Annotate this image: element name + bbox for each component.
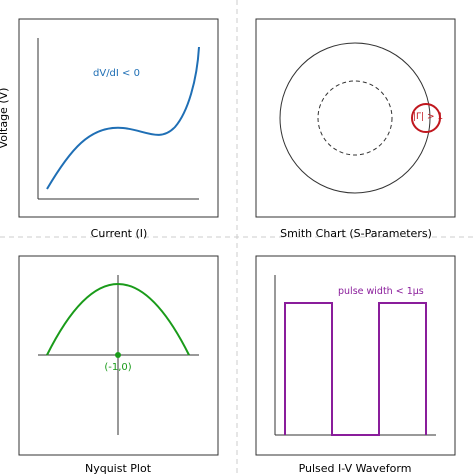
critical-point: [115, 352, 121, 358]
nyquist-curve: [46, 283, 190, 356]
critical-point-label: (-1,0): [104, 362, 131, 373]
reflection-marker: [411, 103, 441, 133]
panel-pulsed-waveform: pulse width < 1μs Pulsed I-V Waveform: [255, 255, 456, 474]
x-axis-label: Pulsed I-V Waveform: [299, 462, 412, 474]
x-axis-label: Current (I): [91, 227, 148, 240]
panel-nyquist: (-1,0) Nyquist Plot: [18, 255, 219, 474]
pulse-width-annotation: pulse width < 1μs: [338, 286, 424, 297]
inner-dashed-circle: [317, 80, 393, 156]
y-axis-label: Voltage (V): [0, 88, 10, 149]
x-axis-label: Smith Chart (S-Parameters): [280, 227, 432, 240]
unit-circle: [279, 42, 431, 194]
panel-smith-chart: |Γ| > 1 Smith Chart (S-Parameters): [255, 18, 456, 240]
panel-frame: [255, 18, 456, 218]
negative-resistance-annotation: dV/dI < 0: [93, 68, 140, 79]
negative-resistance-curve: [46, 46, 200, 190]
panel-frame: [18, 18, 219, 218]
x-axis-label: Nyquist Plot: [85, 462, 152, 474]
pulse-waveform: [284, 302, 427, 436]
reflection-annotation: |Γ| > 1: [413, 112, 443, 122]
panel-frame: [255, 255, 456, 456]
panel-frame: [18, 255, 219, 456]
panel-iv-curve: dV/dI < 0 Voltage (V) Current (I): [0, 18, 219, 240]
